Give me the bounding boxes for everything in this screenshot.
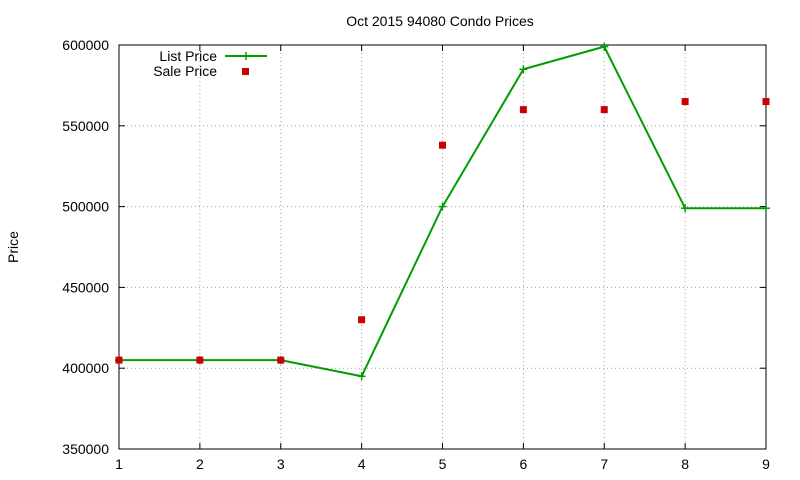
list-price-point: [762, 204, 770, 213]
grid: [119, 45, 766, 449]
x-tick-label: 8: [681, 456, 689, 472]
x-tick-label: 4: [358, 456, 366, 472]
sale-price-point: [358, 316, 366, 324]
list-price-point: [681, 204, 690, 213]
sale-price-point: [196, 356, 204, 364]
sale-price-point: [600, 106, 608, 114]
y-tick-label: 450000: [62, 279, 109, 295]
x-tick-label: 9: [762, 456, 770, 472]
y-axis-label: Price: [5, 231, 21, 263]
x-tick-label: 3: [277, 456, 285, 472]
legend-label-list-price: List Price: [159, 48, 217, 64]
x-axis-ticks: 1 2 3 4 5 6 7 8 9: [115, 45, 770, 472]
x-tick-label: 6: [519, 456, 527, 472]
sale-price-point: [439, 141, 446, 149]
list-price-point: [438, 202, 447, 211]
y-tick-label: 400000: [62, 360, 109, 376]
y-tick-label: 350000: [62, 441, 109, 457]
x-tick-label: 7: [600, 456, 608, 472]
y-tick-label: 600000: [62, 37, 109, 53]
x-tick-label: 5: [439, 456, 447, 472]
sale-price-point: [115, 356, 123, 364]
y-tick-label: 550000: [62, 118, 109, 134]
y-tick-label: 500000: [62, 199, 109, 215]
sale-price-point: [762, 98, 770, 106]
list-price-point: [519, 65, 528, 74]
series-sale-price: [115, 98, 770, 364]
list-price-point: [357, 372, 366, 381]
legend: List Price Sale Price: [153, 48, 267, 79]
x-tick-label: 2: [196, 456, 204, 472]
x-tick-label: 1: [115, 456, 123, 472]
list-price-point: [600, 42, 609, 51]
legend-swatch-sale-price: [242, 68, 249, 75]
series-layer: [115, 42, 770, 381]
sale-price-point: [277, 356, 285, 364]
chart-title: Oct 2015 94080 Condo Prices: [346, 13, 534, 29]
y-axis-ticks: 350000 400000 450000 500000 550000 600000: [62, 37, 766, 457]
sale-price-point: [681, 98, 689, 106]
sale-price-point: [519, 106, 527, 114]
legend-label-sale-price: Sale Price: [153, 63, 217, 79]
